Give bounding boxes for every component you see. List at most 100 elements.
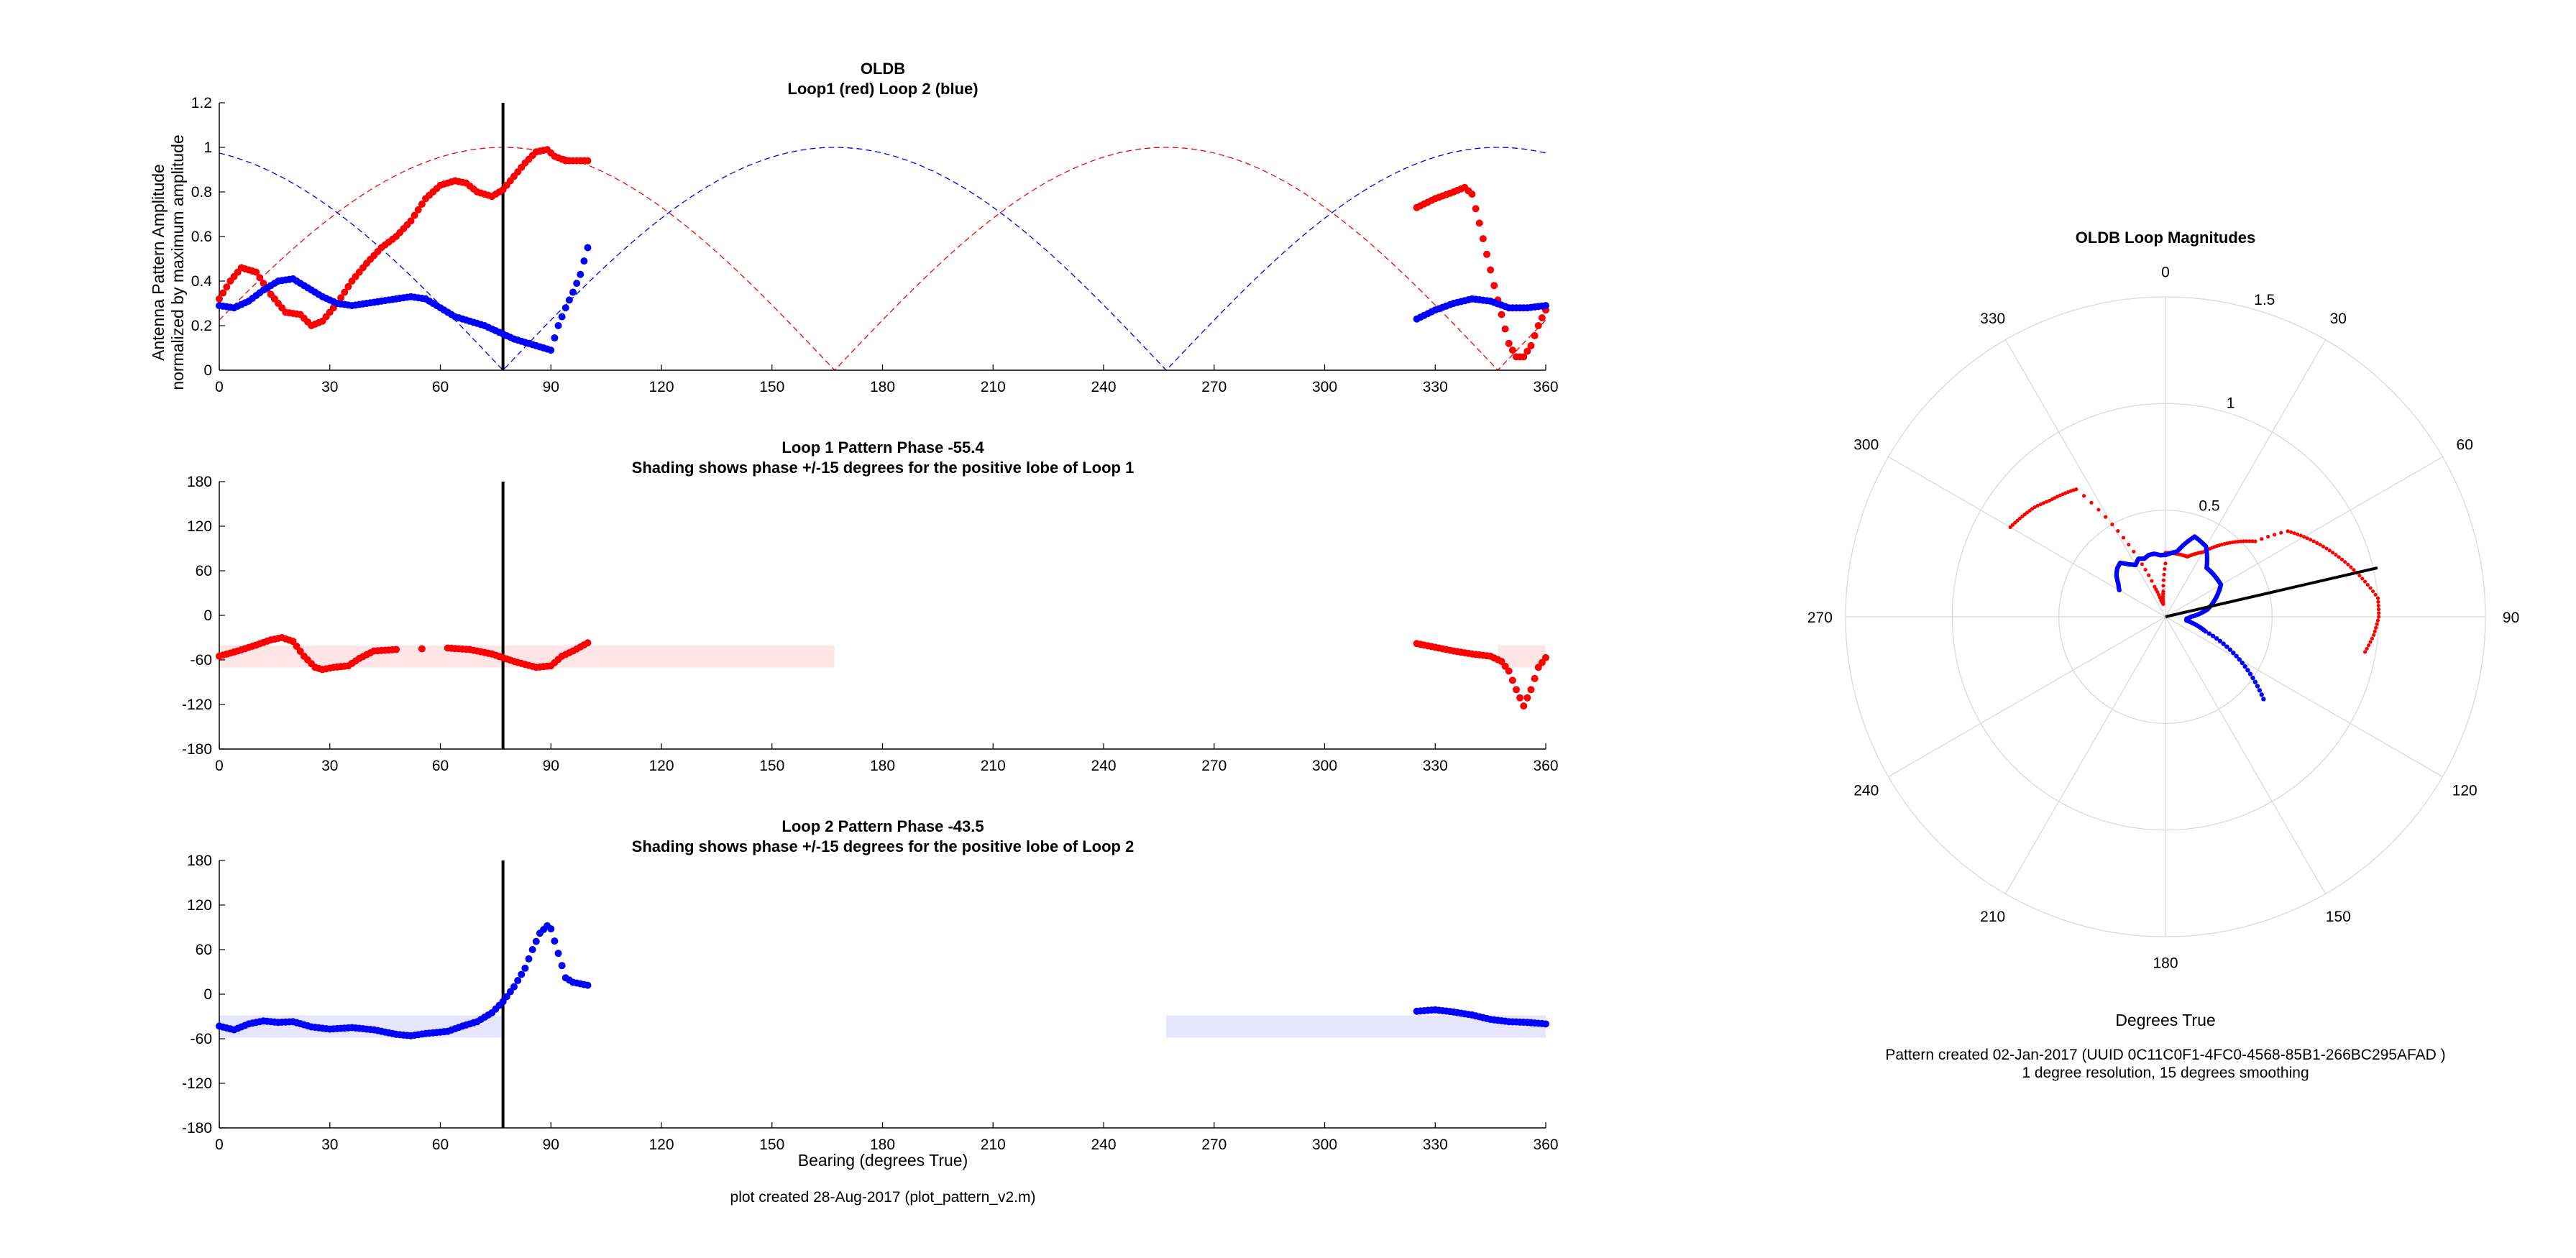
phase2-x-tick-label: 0 [215, 1137, 224, 1153]
phase2-point-loop2 [1542, 1020, 1549, 1028]
polar-point-loop1 [2375, 596, 2380, 600]
phase2-x-tick-label: 270 [1201, 1137, 1227, 1153]
polar-point-loop1 [2121, 536, 2126, 540]
amp-point-loop1 [1472, 205, 1480, 213]
amp-y-tick-label: 1.2 [191, 95, 212, 111]
polar-point-loop1 [2373, 592, 2378, 597]
polar-point-loop1 [2302, 535, 2306, 539]
polar-point-loop1 [2321, 544, 2326, 548]
amp-point-loop1 [219, 289, 227, 297]
amp-y-tick-label: 0 [203, 362, 212, 379]
amp-point-loop2 [573, 280, 581, 288]
polar-point-loop1 [2279, 531, 2283, 535]
amp-x-tick-label: 0 [215, 379, 224, 395]
phase2-point-loop2 [551, 937, 559, 945]
polar-point-loop1 [2318, 543, 2322, 547]
polar-point-loop2 [2245, 668, 2250, 673]
amp-point-loop1 [1534, 322, 1542, 329]
amp-x-tick-label: 180 [870, 379, 895, 395]
polar-point-loop1 [2362, 650, 2368, 654]
pattern-created-note: Pattern created 02-Jan-2017 (UUID 0C11C0… [1885, 1047, 2445, 1063]
polar-point-loop1 [2337, 555, 2341, 559]
polar-angle-label: 150 [2326, 909, 2351, 925]
amp-point-loop1 [1498, 311, 1505, 318]
amp-x-tick-label: 360 [1533, 379, 1558, 395]
phase2-y-tick-label: 60 [196, 942, 212, 958]
loop2-phase-panel: Loop 2 Pattern Phase -43.5 Shading shows… [182, 817, 1559, 1170]
polar-point-loop1 [2260, 537, 2264, 541]
phase1-point-loop1 [1527, 686, 1535, 694]
phase1-y-tick-label: -180 [182, 741, 212, 758]
phase2-x-tick-label: 120 [648, 1137, 674, 1153]
polar-point-loop1 [2286, 529, 2290, 533]
polar-angle-label: 180 [2153, 955, 2178, 972]
polar-point-loop1 [2110, 522, 2114, 527]
polar-point-loop1 [2096, 508, 2101, 512]
polar-point-loop2 [2224, 644, 2229, 649]
amp-point-loop2 [558, 313, 566, 321]
polar-point-loop1 [2163, 566, 2167, 571]
polar-point-loop1 [2103, 515, 2108, 519]
polar-point-loop2 [2231, 650, 2236, 656]
amp-x-tick-label: 210 [981, 379, 1006, 395]
polar-point-loop1 [2352, 568, 2356, 572]
phase1-y-tick-label: -120 [182, 697, 212, 713]
polar-spoke [1888, 616, 2166, 778]
polar-point-loop1 [2140, 562, 2145, 566]
polar-point-loop1 [2346, 562, 2350, 566]
phase2-y-tick-label: -60 [191, 1031, 212, 1047]
phase1-x-tick-label: 330 [1423, 758, 1448, 774]
polar-point-loop1 [2292, 531, 2296, 536]
polar-point-loop1 [2368, 640, 2373, 644]
phase1-x-tick-label: 180 [870, 758, 895, 774]
polar-point-loop1 [2074, 487, 2078, 492]
amp-point-loop1 [1523, 347, 1531, 355]
polar-point-loop1 [2044, 500, 2048, 504]
amp-point-loop1 [1531, 331, 1539, 339]
polar-point-loop1 [2236, 539, 2240, 544]
resolution-note: 1 degree resolution, 15 degrees smoothin… [2022, 1065, 2309, 1081]
polar-point-loop1 [2309, 538, 2313, 542]
phase1-x-tick-label: 300 [1312, 758, 1337, 774]
plot-created-note: plot created 28-Aug-2017 (plot_pattern_v… [730, 1189, 1036, 1206]
phase2-point-loop2 [506, 988, 514, 996]
polar-point-loop1 [2305, 536, 2309, 541]
polar-point-loop1 [2266, 534, 2270, 539]
polar-point-loop1 [2327, 548, 2332, 553]
phase1-y-tick-label: -60 [191, 652, 212, 669]
loop1-phase-subtitle: Shading shows phase +/-15 degrees for th… [632, 459, 1135, 477]
phase1-point-loop1 [1531, 674, 1539, 682]
phase1-point-loop1 [1542, 653, 1549, 661]
polar-point-loop1 [2230, 540, 2234, 544]
polar-point-loop2 [2234, 653, 2239, 658]
polar-point-loop2 [2252, 679, 2258, 684]
phase1-point-loop1 [1523, 694, 1531, 702]
phase1-y-tick-label: 0 [203, 607, 212, 624]
loop1-phase-title: Loop 1 Pattern Phase -55.4 [781, 439, 984, 456]
polar-point-loop1 [2296, 532, 2300, 536]
polar-point-loop1 [2008, 525, 2012, 530]
polar-radius-label: 0.5 [2199, 498, 2219, 515]
polar-angle-label: 300 [1853, 437, 1879, 454]
amp-point-loop1 [1527, 341, 1535, 349]
amp-point-loop1 [216, 295, 223, 303]
amp-point-loop2 [1542, 302, 1549, 310]
phase2-y-tick-label: 180 [187, 853, 212, 869]
amp-point-loop2 [577, 270, 585, 278]
polar-point-loop1 [2143, 567, 2148, 572]
polar-point-loop1 [2038, 502, 2043, 507]
amp-x-tick-label: 150 [759, 379, 784, 395]
amp-point-loop2 [580, 257, 588, 265]
amp-point-loop1 [256, 274, 264, 282]
loop2-phase-title: Loop 2 Pattern Phase -43.5 [781, 817, 984, 835]
amp-point-loop1 [418, 201, 426, 208]
polar-bearing-line [2165, 566, 2378, 618]
polar-point-loop1 [2376, 603, 2380, 608]
polar-point-loop1 [2132, 549, 2136, 554]
amp-point-loop1 [584, 157, 592, 165]
polar-point-loop1 [2376, 607, 2381, 612]
polar-point-loop1 [2375, 622, 2379, 626]
phase2-y-tick-label: -180 [182, 1120, 212, 1137]
polar-xlabel: Degrees True [2115, 1011, 2215, 1029]
